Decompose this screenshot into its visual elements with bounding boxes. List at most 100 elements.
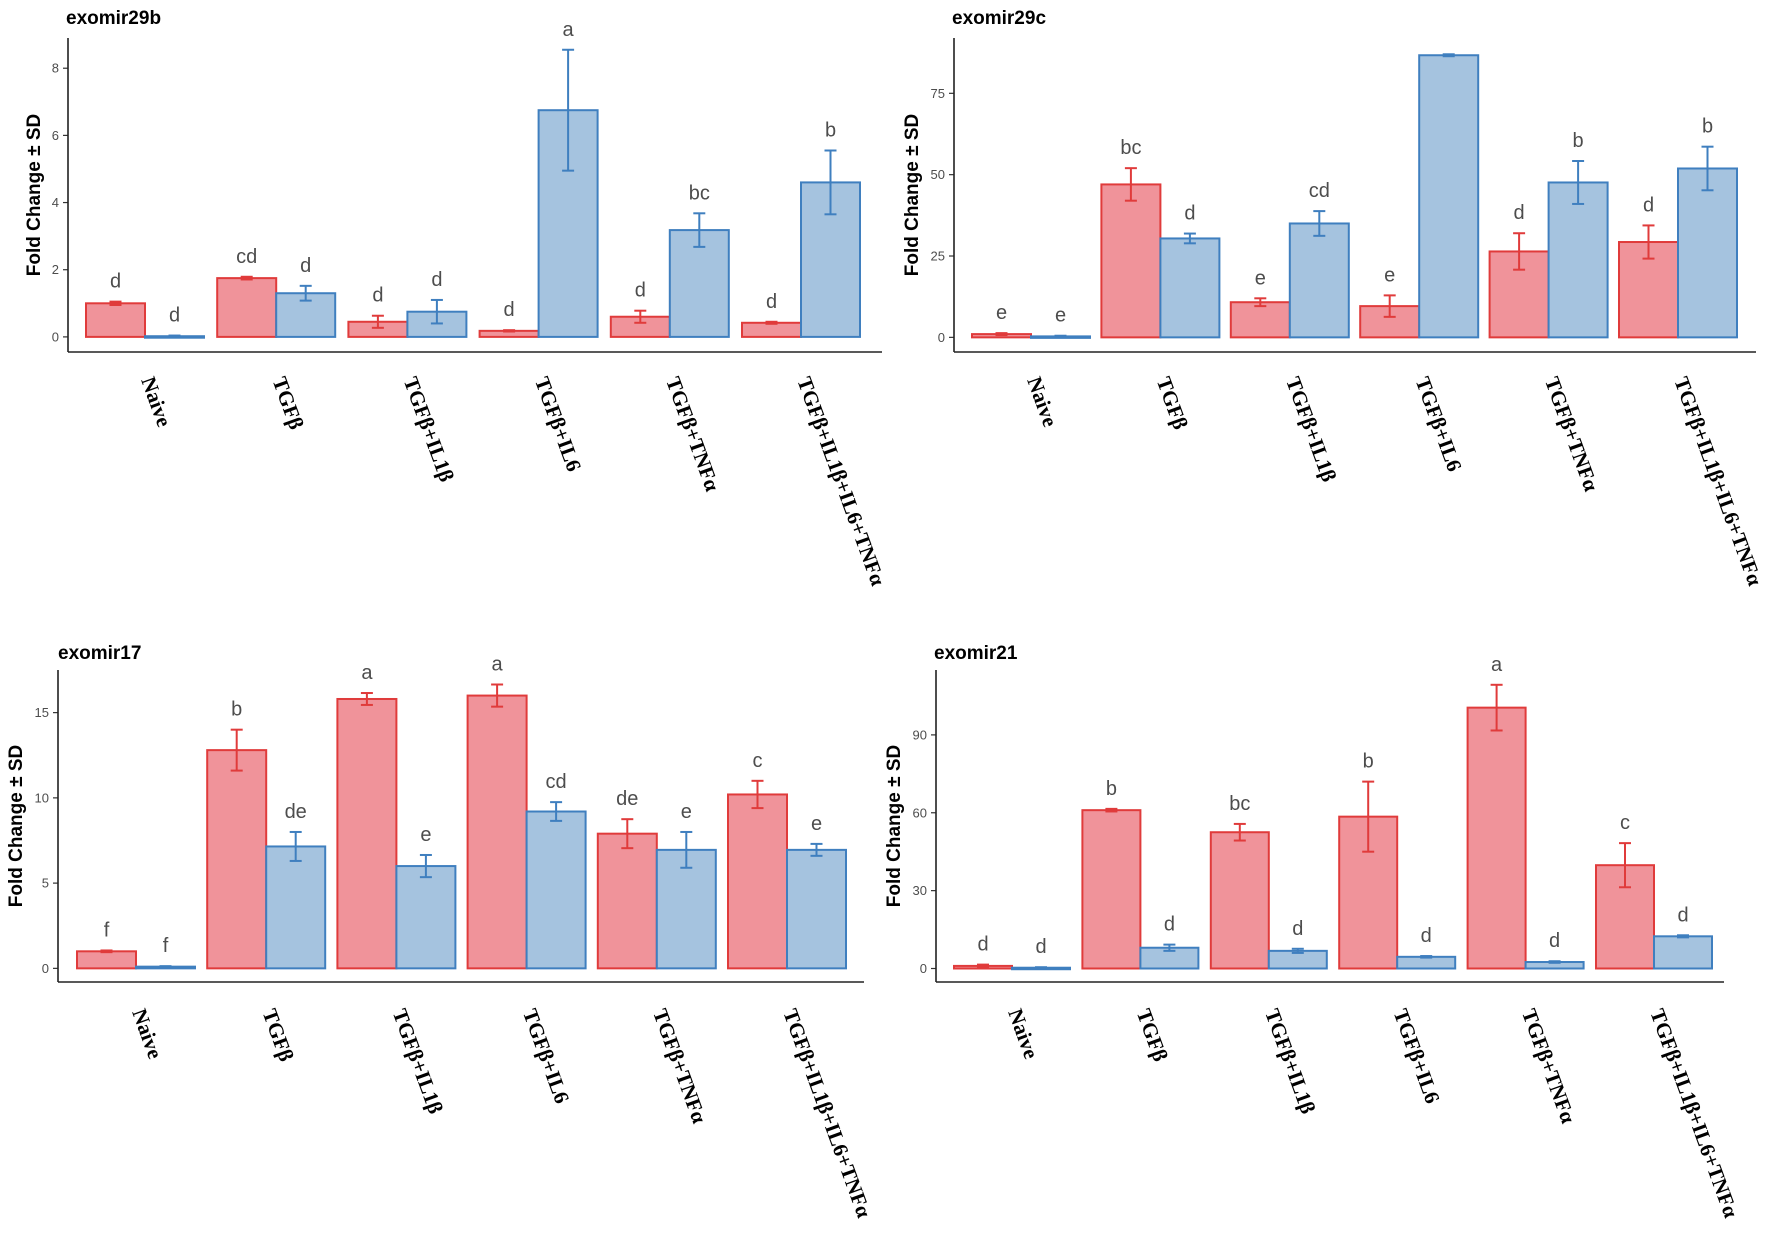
x-tick-label: TGFβ+IL1β [399, 374, 459, 486]
panel-exomir21: exomir21 Fold Change ± SD 0 30 60 90 d d Naive b d… [884, 643, 1743, 1221]
y-tick-label: 25 [931, 249, 945, 264]
panel-title: exomir29c [952, 8, 1046, 29]
bar-series-blue [1159, 237, 1221, 339]
y-tick-label: 0 [938, 330, 945, 345]
significance-letter: d [1184, 203, 1195, 225]
bar-series-blue [1288, 222, 1350, 339]
x-tick-label: TGFβ+IL6 [518, 1006, 574, 1107]
y-tick-label: 2 [52, 262, 59, 277]
x-tick-label: TGFβ [1132, 1006, 1173, 1065]
x-tick-label: TGFβ [268, 374, 309, 433]
significance-letter: d [635, 280, 646, 302]
bar-series-red [85, 302, 146, 338]
bar-series-blue [1653, 935, 1713, 970]
y-axis-label: Fold Change ± SD [24, 114, 45, 276]
significance-letter: d [766, 291, 777, 313]
bar-series-blue [786, 848, 847, 970]
significance-letter: f [163, 935, 169, 957]
y-axis-label: Fold Change ± SD [902, 114, 923, 276]
significance-letter: bc [1120, 137, 1141, 159]
significance-letter: d [1292, 918, 1303, 940]
y-tick-label: 8 [52, 61, 59, 76]
significance-letter: d [1549, 930, 1560, 952]
x-tick-label: TGFβ+IL1β+IL6+TNFα [778, 1006, 876, 1221]
bar-series-blue [1547, 181, 1609, 339]
bar-series-blue [655, 848, 717, 970]
y-axis-label: Fold Change ± SD [884, 745, 905, 907]
significance-letter: cd [236, 246, 257, 268]
bar-series-red [727, 793, 788, 970]
panel-title: exomir29b [66, 8, 161, 29]
bar-series-blue [668, 229, 730, 338]
y-tick-label: 6 [52, 128, 59, 143]
y-axis-label: Fold Change ± SD [6, 745, 27, 907]
y-tick-label: 0 [52, 329, 59, 344]
bar-series-red [1229, 301, 1291, 339]
significance-letter: a [492, 653, 504, 675]
y-tick-label: 4 [52, 195, 59, 210]
significance-letter: d [1035, 936, 1046, 958]
significance-letter: b [1573, 130, 1584, 152]
y-tick-label: 75 [931, 86, 945, 101]
x-tick-label: TGFβ+IL6 [1389, 1006, 1445, 1107]
bar-series-red [1081, 809, 1142, 970]
y-tick-label: 30 [913, 883, 927, 898]
significance-letter: d [169, 305, 180, 327]
y-tick-label: 0 [920, 961, 927, 976]
x-tick-label: Naive [127, 1006, 167, 1062]
bar-series-blue [265, 845, 327, 970]
bar-series-red [76, 950, 137, 970]
bar-series-blue [395, 865, 457, 970]
bar-series-red [1466, 706, 1527, 970]
significance-letter: cd [546, 771, 567, 793]
significance-letter: c [753, 750, 763, 772]
significance-letter: b [231, 699, 242, 721]
panel-exomir17: exomir17 Fold Change ± SD 0 5 10 15 f f Naive b de… [6, 643, 876, 1221]
y-tick-label: 90 [913, 727, 927, 742]
x-tick-label: TGFβ [258, 1006, 299, 1065]
significance-letter: a [1491, 654, 1503, 676]
bar-series-red [1209, 831, 1270, 970]
x-tick-label: TGFβ+IL6 [530, 374, 586, 475]
x-tick-label: TGFβ+IL1β+IL6+TNFα [792, 374, 890, 589]
significance-letter: d [1421, 925, 1432, 947]
significance-letter: d [1643, 194, 1654, 216]
significance-letter: e [1255, 267, 1266, 289]
significance-letter: c [1620, 812, 1630, 834]
x-tick-label: Naive [136, 374, 176, 430]
significance-letter: bc [1229, 793, 1250, 815]
significance-letter: d [431, 269, 442, 291]
significance-letter: d [372, 285, 383, 307]
significance-letter: e [811, 813, 822, 835]
significance-letter: d [300, 255, 311, 277]
y-tick-label: 10 [35, 790, 49, 805]
significance-letter: de [616, 788, 638, 810]
bar-series-red [596, 832, 658, 970]
significance-letter: f [104, 919, 110, 941]
x-tick-label: TGFβ+IL1β+IL6+TNFα [1645, 1006, 1743, 1221]
y-tick-label: 0 [42, 961, 49, 976]
bar-series-red [741, 321, 802, 338]
significance-letter: d [1164, 914, 1175, 936]
x-tick-label: TGFβ+IL1β [388, 1006, 448, 1118]
bar-series-blue [1418, 54, 1480, 339]
x-tick-label: TGFβ+TNFα [661, 374, 725, 495]
significance-letter: e [420, 824, 431, 846]
x-tick-label: TGFβ+IL1β [1260, 1006, 1320, 1118]
x-tick-label: Naive [1022, 374, 1062, 430]
y-tick-label: 60 [913, 805, 927, 820]
bar-series-red [466, 694, 528, 970]
x-tick-label: TGFβ+IL6 [1411, 374, 1467, 475]
x-tick-label: TGFβ+IL1β [1281, 374, 1341, 486]
significance-letter: b [1363, 751, 1374, 773]
panel-title: exomir21 [934, 643, 1018, 664]
significance-letter: d [977, 934, 988, 956]
significance-letter: e [996, 302, 1007, 324]
panel-title: exomir17 [58, 643, 141, 664]
panel-exomir29b: exomir29b Fold Change ± SD 0 2 4 6 8 d d Naive cd d… [24, 8, 890, 589]
significance-letter: d [1514, 202, 1525, 224]
bar-series-red [336, 697, 398, 970]
panel-exomir29c: exomir29c Fold Change ± SD 0 25 50 75 e e Naive b… [902, 8, 1767, 589]
y-tick-label: 50 [931, 167, 945, 182]
